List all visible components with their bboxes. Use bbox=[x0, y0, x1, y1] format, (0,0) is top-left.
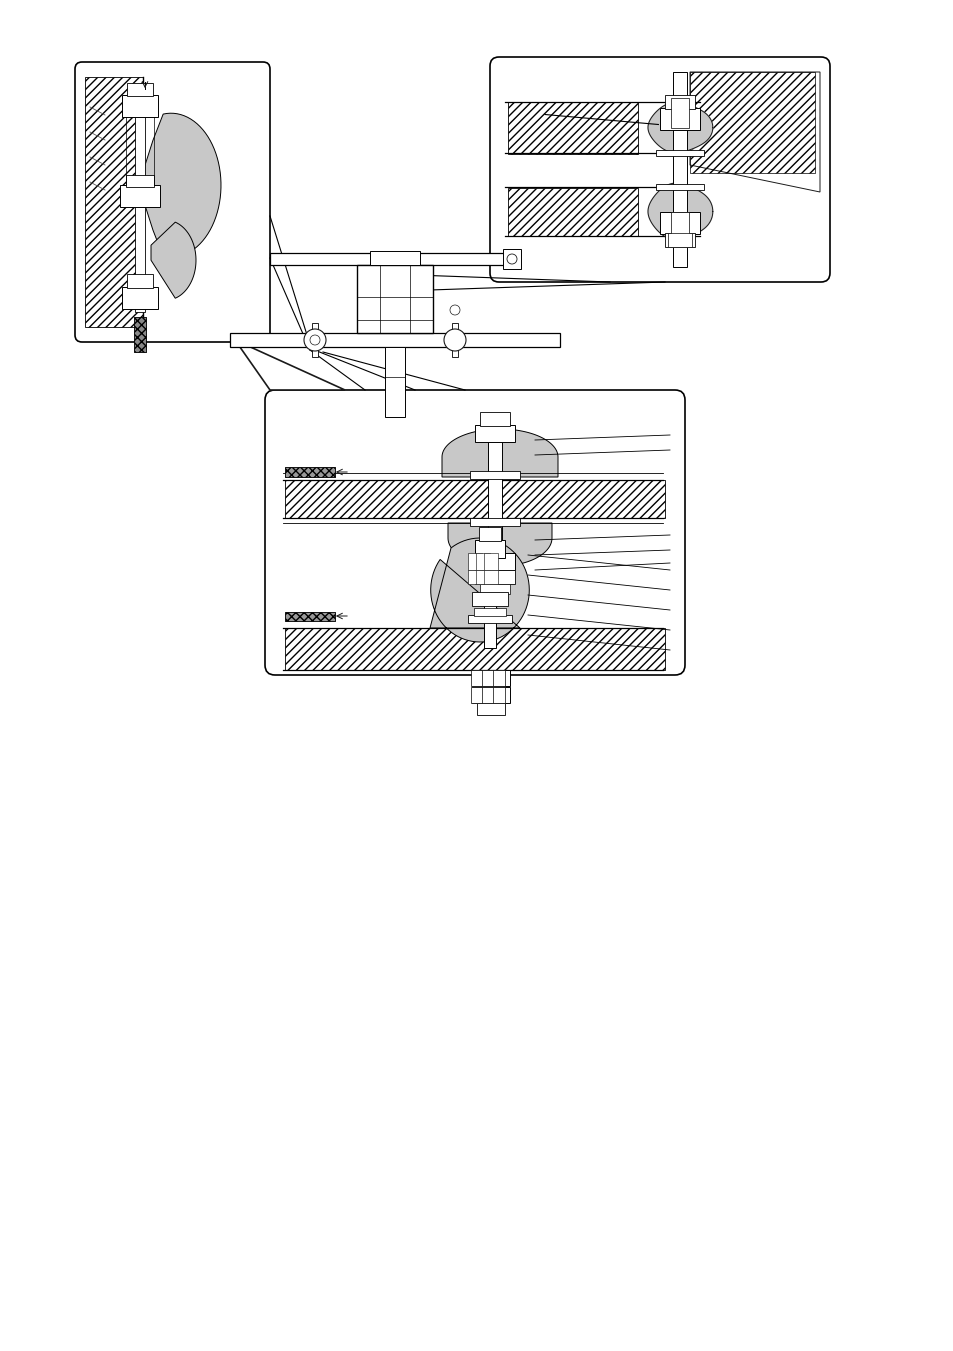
Bar bbox=[472, 592, 507, 607]
Polygon shape bbox=[647, 103, 712, 153]
Bar bbox=[483, 540, 496, 648]
Bar bbox=[270, 253, 504, 265]
Polygon shape bbox=[647, 184, 712, 240]
Polygon shape bbox=[145, 113, 221, 257]
Bar bbox=[476, 570, 490, 584]
Bar bbox=[285, 467, 335, 477]
Bar bbox=[479, 412, 510, 426]
Bar bbox=[475, 426, 515, 442]
Circle shape bbox=[304, 330, 326, 351]
Bar bbox=[507, 101, 638, 154]
Circle shape bbox=[310, 335, 319, 345]
Bar bbox=[493, 688, 504, 703]
Bar bbox=[481, 670, 494, 686]
Bar bbox=[483, 553, 497, 570]
Bar bbox=[507, 188, 638, 235]
Bar bbox=[285, 480, 664, 517]
Bar bbox=[472, 688, 510, 703]
Polygon shape bbox=[151, 222, 195, 299]
Bar bbox=[471, 688, 482, 703]
Bar bbox=[668, 232, 692, 246]
Circle shape bbox=[450, 305, 459, 315]
Bar bbox=[656, 150, 703, 155]
Bar bbox=[285, 612, 335, 621]
Bar bbox=[133, 317, 146, 353]
Bar bbox=[385, 347, 405, 417]
Bar bbox=[470, 517, 519, 526]
Bar bbox=[468, 553, 481, 570]
Bar bbox=[122, 95, 158, 118]
Polygon shape bbox=[448, 523, 552, 566]
FancyBboxPatch shape bbox=[490, 57, 829, 282]
Bar bbox=[689, 72, 814, 173]
Bar bbox=[468, 570, 481, 584]
Bar bbox=[475, 553, 515, 570]
Polygon shape bbox=[441, 430, 558, 477]
Bar bbox=[127, 274, 152, 288]
Bar bbox=[664, 232, 695, 246]
Bar bbox=[230, 332, 559, 347]
Polygon shape bbox=[234, 340, 345, 390]
Bar bbox=[476, 553, 490, 570]
Bar bbox=[285, 467, 335, 477]
Bar bbox=[671, 212, 689, 234]
Bar bbox=[472, 670, 510, 686]
FancyBboxPatch shape bbox=[75, 62, 270, 342]
Bar bbox=[478, 527, 500, 540]
Bar bbox=[122, 286, 158, 309]
Circle shape bbox=[506, 254, 517, 263]
Bar bbox=[356, 265, 433, 332]
Polygon shape bbox=[430, 538, 529, 642]
Bar bbox=[659, 212, 700, 234]
Bar bbox=[468, 615, 512, 623]
Bar bbox=[488, 430, 501, 555]
Bar bbox=[479, 584, 510, 594]
Bar bbox=[656, 184, 703, 189]
Bar bbox=[312, 323, 317, 357]
Bar bbox=[370, 251, 419, 265]
Bar bbox=[475, 540, 504, 558]
Bar bbox=[474, 608, 505, 616]
Bar bbox=[452, 323, 457, 357]
Bar bbox=[133, 317, 146, 353]
Bar bbox=[673, 72, 687, 267]
Circle shape bbox=[443, 330, 465, 351]
Bar bbox=[135, 95, 145, 312]
Bar bbox=[470, 471, 519, 480]
Bar bbox=[285, 612, 335, 621]
Bar bbox=[285, 628, 664, 670]
Bar bbox=[476, 703, 504, 715]
Bar bbox=[664, 95, 695, 108]
Bar bbox=[493, 670, 504, 686]
Bar bbox=[471, 670, 482, 686]
Bar bbox=[85, 77, 143, 327]
FancyBboxPatch shape bbox=[265, 390, 684, 676]
Bar bbox=[483, 570, 497, 584]
Bar bbox=[475, 570, 515, 584]
Bar bbox=[659, 108, 700, 130]
Bar bbox=[120, 185, 160, 207]
Bar bbox=[126, 176, 153, 186]
Bar bbox=[671, 97, 689, 127]
Bar bbox=[502, 249, 520, 269]
Bar bbox=[127, 82, 152, 96]
Bar bbox=[481, 688, 494, 703]
